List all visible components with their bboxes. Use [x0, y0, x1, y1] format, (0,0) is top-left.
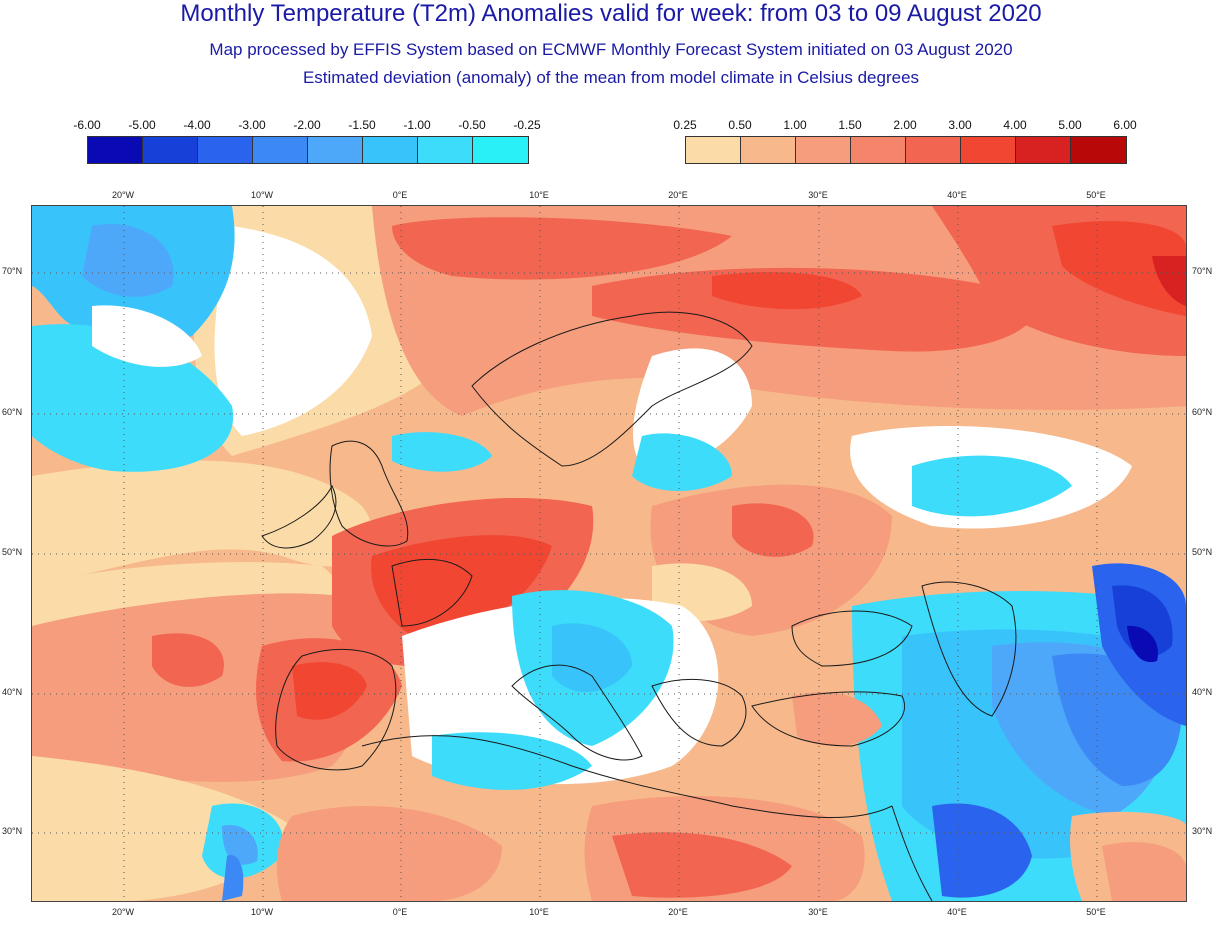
latitude-label-left: 60°N	[2, 407, 23, 417]
anomaly-region	[152, 633, 224, 687]
anomaly-region	[712, 272, 862, 310]
anomaly-region	[612, 832, 792, 898]
anomaly-region	[912, 455, 1072, 517]
legend-swatch	[88, 137, 143, 163]
anomaly-region	[392, 217, 732, 280]
latitude-label-right: 30°N	[1192, 826, 1213, 836]
legend-swatch	[473, 137, 528, 163]
legend-label: 2.00	[893, 118, 917, 132]
latitude-label-left: 40°N	[2, 687, 23, 697]
longitude-label-top: 30°E	[808, 190, 828, 200]
legend-swatch	[198, 137, 253, 163]
map-title: Monthly Temperature (T2m) Anomalies vali…	[180, 0, 1042, 27]
legend-swatch	[308, 137, 363, 163]
legend-swatch	[796, 137, 851, 163]
anomaly-region	[222, 855, 244, 901]
anomaly-region	[82, 224, 174, 297]
anomaly-region	[1052, 221, 1186, 316]
legend-label: 1.50	[838, 118, 862, 132]
legend-positive-colorbar	[685, 136, 1127, 164]
longitude-label-top: 10°E	[529, 190, 549, 200]
legend-label: -6.00	[73, 118, 101, 132]
anomaly-region	[392, 432, 492, 472]
latitude-label-left: 30°N	[2, 826, 23, 836]
longitude-label-bottom: 0°E	[392, 907, 408, 917]
map-units-note: Estimated deviation (anomaly) of the mea…	[302, 68, 920, 87]
legend-swatch	[851, 137, 906, 163]
anomaly-region	[1112, 585, 1173, 657]
longitude-label-bottom: 50°E	[1086, 907, 1106, 917]
anomaly-region	[92, 305, 202, 367]
legend-label: -0.25	[513, 118, 541, 132]
anomaly-region	[932, 803, 1032, 898]
longitude-label-bottom: 10°E	[529, 907, 549, 917]
legend-swatch	[253, 137, 308, 163]
legend-swatch	[1071, 137, 1126, 163]
graticule	[32, 206, 1186, 901]
longitude-label-bottom: 30°E	[808, 907, 828, 917]
anomaly-region	[432, 732, 592, 790]
legend-negative-colorbar	[87, 136, 529, 164]
anomaly-region	[32, 460, 374, 586]
anomaly-region	[1152, 256, 1186, 306]
anomaly-region	[214, 226, 372, 436]
legend-label: -4.00	[183, 118, 211, 132]
latitude-label-right: 40°N	[1192, 687, 1213, 697]
legend-label: 3.00	[948, 118, 972, 132]
latitude-label-left: 70°N	[2, 266, 23, 276]
legend-swatch	[1016, 137, 1071, 163]
longitude-label-bottom: 10°W	[250, 907, 274, 917]
legend-label: -5.00	[128, 118, 156, 132]
latitude-label-right: 50°N	[1192, 547, 1213, 557]
legend-label: -3.00	[238, 118, 266, 132]
legend-label: -2.00	[293, 118, 321, 132]
longitude-label-top: 10°W	[250, 190, 274, 200]
legend-swatch	[686, 137, 741, 163]
anomaly-region	[732, 503, 814, 557]
legend-label: 6.00	[1113, 118, 1137, 132]
anomaly-region	[222, 825, 258, 865]
anomaly-region	[1102, 842, 1186, 901]
legend-label: 4.00	[1003, 118, 1027, 132]
legend-swatch	[906, 137, 961, 163]
anomaly-map	[31, 205, 1187, 902]
longitude-label-top: 50°E	[1086, 190, 1106, 200]
latitude-label-right: 70°N	[1192, 266, 1213, 276]
anomaly-region	[632, 433, 732, 491]
map-subtitle: Map processed by EFFIS System based on E…	[209, 40, 1013, 59]
legend-label: 0.25	[673, 118, 697, 132]
legend-label: -0.50	[458, 118, 486, 132]
latitude-label-right: 60°N	[1192, 407, 1213, 417]
latitude-label-left: 50°N	[2, 547, 23, 557]
legend-swatch	[363, 137, 418, 163]
legend-label: -1.00	[403, 118, 431, 132]
longitude-label-bottom: 20°W	[111, 907, 135, 917]
coastlines	[261, 311, 1017, 901]
longitude-label-bottom: 40°E	[947, 907, 967, 917]
longitude-label-top: 40°E	[947, 190, 967, 200]
longitude-label-top: 0°E	[392, 190, 408, 200]
legend-swatch	[741, 137, 796, 163]
anomaly-region	[552, 623, 632, 693]
legend-label: -1.50	[348, 118, 376, 132]
legend-swatch	[418, 137, 473, 163]
legend-swatch	[961, 137, 1016, 163]
anomaly-map-canvas	[32, 206, 1186, 901]
anomaly-region	[1127, 625, 1158, 663]
anomaly-region	[792, 692, 882, 747]
longitude-label-top: 20°E	[668, 190, 688, 200]
anomaly-region	[292, 662, 367, 720]
legend-swatch	[143, 137, 198, 163]
longitude-label-bottom: 20°E	[668, 907, 688, 917]
legend-label: 5.00	[1058, 118, 1082, 132]
legend-label: 1.00	[783, 118, 807, 132]
anomaly-region	[592, 267, 1036, 352]
legend-label: 0.50	[728, 118, 752, 132]
longitude-label-top: 20°W	[111, 190, 135, 200]
anomaly-region	[276, 806, 502, 901]
